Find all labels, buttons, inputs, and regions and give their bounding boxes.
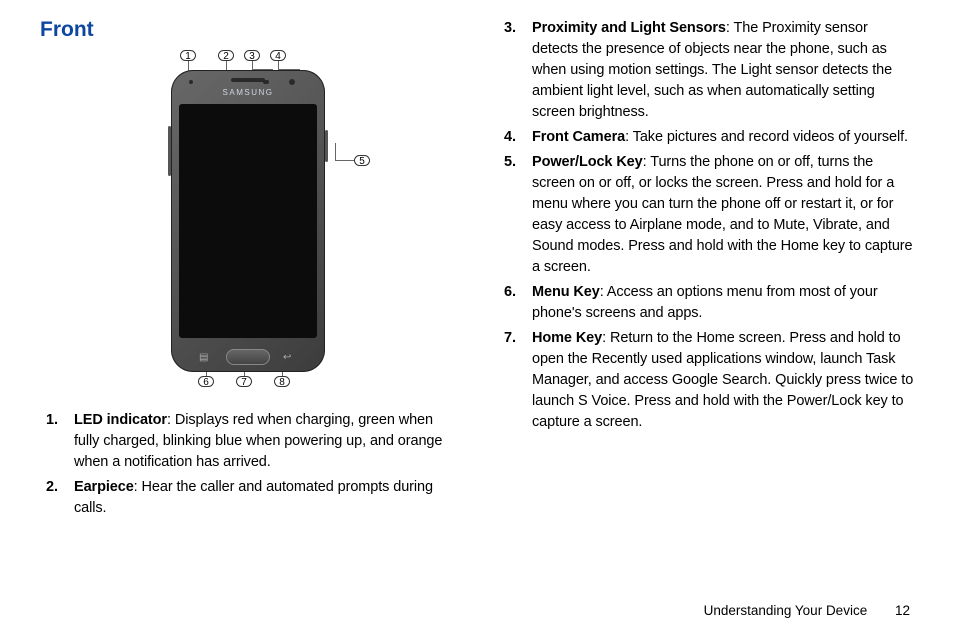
item-term: Proximity and Light Sensors (532, 20, 726, 36)
lead-line (335, 143, 336, 161)
callout-5: 5 (354, 155, 370, 166)
item-number: 4. (504, 127, 516, 148)
brand-label: SAMSUNG (171, 88, 325, 97)
item-term: Home Key (532, 330, 602, 346)
item-desc: : Take pictures and record videos of you… (625, 129, 908, 145)
list-item: 7. Home Key: Return to the Home screen. … (532, 328, 914, 433)
lead-line (335, 160, 354, 161)
earpiece-slot (231, 78, 265, 82)
item-term: Earpiece (74, 479, 134, 495)
menu-key-icon: ▤ (199, 352, 213, 360)
page-footer: Understanding Your Device 12 (704, 603, 910, 618)
list-item: 3. Proximity and Light Sensors: The Prox… (532, 18, 914, 123)
proximity-sensor-dot (263, 80, 269, 84)
callout-1: 1 (180, 50, 196, 61)
volume-key (168, 126, 171, 176)
item-number: 2. (46, 477, 58, 498)
item-number: 6. (504, 282, 516, 303)
phone-body: SAMSUNG ▤ ↩ (171, 70, 325, 372)
item-number: 3. (504, 18, 516, 39)
footer-text: Understanding Your Device (704, 603, 868, 618)
section-title: Front (40, 18, 456, 42)
list-item: 4. Front Camera: Take pictures and recor… (532, 127, 914, 148)
item-number: 7. (504, 328, 516, 349)
list-item: 6. Menu Key: Access an options menu from… (532, 282, 914, 324)
list-item: 2. Earpiece: Hear the caller and automat… (74, 477, 456, 519)
item-number: 5. (504, 152, 516, 173)
phone-diagram: 1 2 3 4 5 6 7 8 (40, 50, 456, 390)
right-column: 3. Proximity and Light Sensors: The Prox… (498, 18, 914, 636)
item-term: Menu Key (532, 284, 600, 300)
page-number: 12 (895, 603, 910, 618)
callout-2: 2 (218, 50, 234, 61)
item-term: LED indicator (74, 412, 167, 428)
left-column: Front 1 2 3 4 5 6 7 (40, 18, 456, 636)
callout-3: 3 (244, 50, 260, 61)
back-key-icon: ↩ (283, 352, 297, 360)
item-term: Power/Lock Key (532, 154, 643, 170)
item-desc: : Turns the phone on or off, turns the s… (532, 154, 912, 275)
right-list: 3. Proximity and Light Sensors: The Prox… (498, 18, 914, 433)
item-number: 1. (46, 410, 58, 431)
list-item: 5. Power/Lock Key: Turns the phone on or… (532, 152, 914, 278)
callout-6: 6 (198, 376, 214, 387)
lead-line (252, 61, 253, 69)
power-key (325, 130, 328, 162)
list-item: 1. LED indicator: Displays red when char… (74, 410, 456, 473)
lead-line (278, 61, 279, 69)
callout-4: 4 (270, 50, 286, 61)
left-list: 1. LED indicator: Displays red when char… (40, 410, 456, 519)
phone-screen (179, 104, 317, 338)
led-indicator-dot (189, 80, 193, 84)
front-camera-dot (289, 79, 295, 85)
home-button (226, 349, 270, 365)
item-term: Front Camera (532, 129, 625, 145)
callout-7: 7 (236, 376, 252, 387)
callout-8: 8 (274, 376, 290, 387)
